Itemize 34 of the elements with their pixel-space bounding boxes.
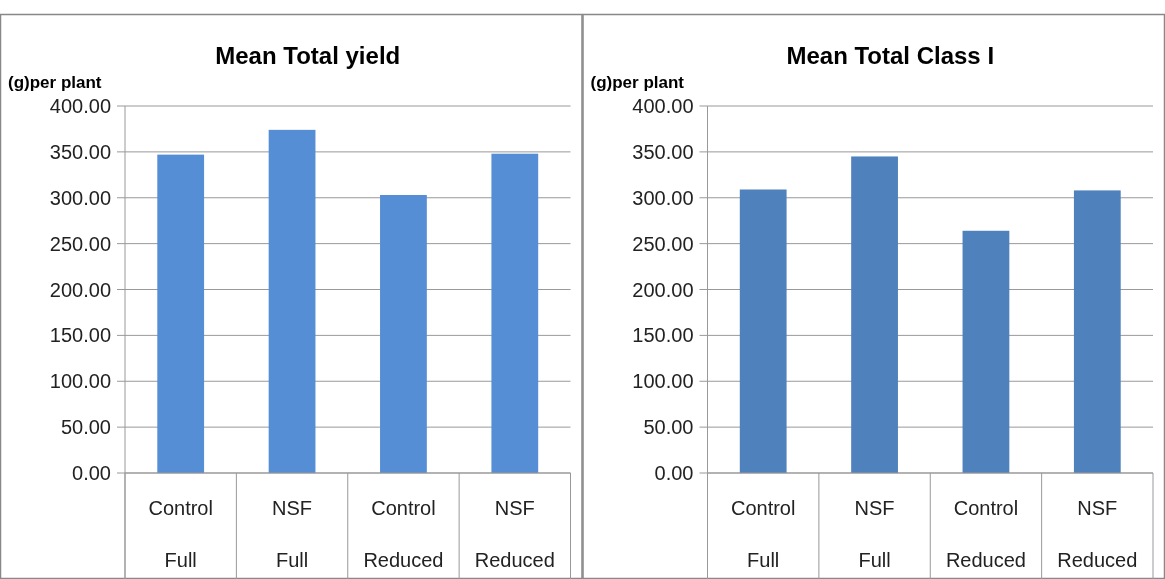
y-tick-label: 50.00 — [60, 416, 111, 439]
y-tick-label: 100.00 — [632, 370, 694, 393]
y-tick-label: 250.00 — [632, 232, 694, 255]
category-label: Control Reduced — [945, 497, 1026, 571]
y-axis-title: (g)per plant — [590, 73, 685, 92]
y-tick-label: 0.00 — [654, 462, 694, 484]
y-tick-label: 300.00 — [49, 186, 111, 209]
y-tick-label: 50.00 — [643, 416, 694, 439]
y-tick-label: 350.00 — [49, 140, 111, 163]
y-axis-title: (g)per plant — [8, 73, 102, 92]
y-tick-label: 150.00 — [49, 324, 111, 347]
chart-title: Mean Total Class I — [786, 42, 995, 69]
y-tick-label: 400.00 — [49, 95, 111, 117]
y-tick-label: 300.00 — [632, 186, 694, 209]
y-tick-label: 150.00 — [632, 324, 694, 347]
bar — [1073, 190, 1121, 473]
category-label: NSF Full — [854, 497, 895, 571]
bar — [739, 189, 787, 473]
category-label: NSF Reduced — [1057, 497, 1138, 571]
y-tick-label: 350.00 — [632, 140, 694, 163]
category-label: NSF Reduced — [474, 497, 555, 571]
category-label: Control Full — [148, 497, 213, 571]
category-label: NSF Full — [272, 497, 313, 571]
bar — [962, 230, 1010, 473]
y-tick-label: 0.00 — [72, 462, 111, 484]
category-label: Control Full — [730, 497, 796, 571]
category-label: Control Reduced — [363, 497, 444, 571]
y-tick-label: 250.00 — [49, 232, 111, 255]
y-tick-label: 400.00 — [632, 95, 694, 117]
y-tick-label: 200.00 — [632, 278, 694, 301]
y-tick-label: 100.00 — [49, 370, 111, 393]
bar — [851, 156, 898, 473]
chart-title: Mean Total yield — [215, 42, 401, 69]
y-tick-label: 200.00 — [49, 278, 111, 301]
